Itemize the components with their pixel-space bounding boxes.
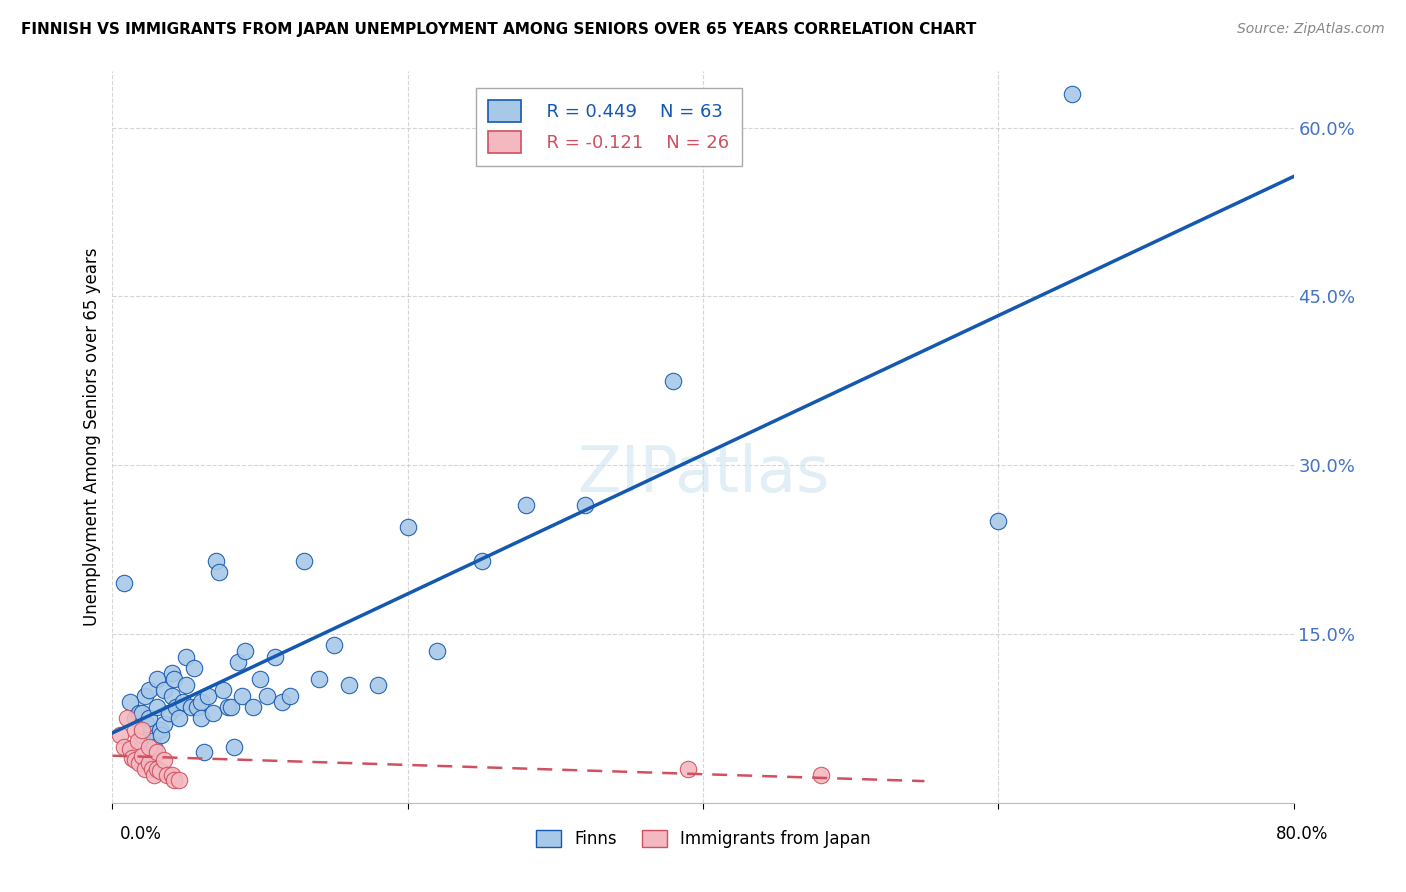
- Point: [131, 706, 153, 720]
- Point: [131, 728, 153, 742]
- Point: [160, 767, 183, 781]
- Point: [167, 773, 190, 788]
- Point: [124, 723, 146, 737]
- Text: 80.0%: 80.0%: [1277, 825, 1329, 843]
- Point: [183, 661, 205, 675]
- Point: [134, 762, 156, 776]
- Point: [1062, 87, 1084, 101]
- Point: [141, 734, 163, 748]
- Legend: Finns, Immigrants from Japan: Finns, Immigrants from Japan: [527, 822, 879, 856]
- Point: [174, 678, 197, 692]
- Point: [131, 748, 153, 763]
- Point: [150, 728, 173, 742]
- Point: [127, 734, 149, 748]
- Point: [156, 767, 179, 781]
- Point: [174, 649, 197, 664]
- Point: [167, 711, 190, 725]
- Point: [271, 694, 294, 708]
- Point: [205, 554, 228, 568]
- Point: [153, 753, 176, 767]
- Point: [515, 498, 537, 512]
- Point: [149, 723, 172, 737]
- Point: [201, 706, 224, 720]
- Point: [153, 717, 176, 731]
- Point: [146, 700, 169, 714]
- Point: [117, 711, 138, 725]
- Point: [146, 672, 169, 686]
- Point: [197, 689, 219, 703]
- Point: [138, 711, 160, 725]
- Point: [146, 762, 169, 776]
- Point: [157, 706, 180, 720]
- Point: [163, 672, 186, 686]
- Text: FINNISH VS IMMIGRANTS FROM JAPAN UNEMPLOYMENT AMONG SENIORS OVER 65 YEARS CORREL: FINNISH VS IMMIGRANTS FROM JAPAN UNEMPLO…: [21, 22, 976, 37]
- Point: [112, 576, 135, 591]
- Point: [124, 753, 146, 767]
- Point: [180, 700, 202, 714]
- Point: [141, 762, 163, 776]
- Point: [337, 678, 360, 692]
- Text: 0.0%: 0.0%: [120, 825, 162, 843]
- Point: [233, 644, 256, 658]
- Point: [219, 700, 242, 714]
- Point: [678, 762, 700, 776]
- Point: [121, 751, 143, 765]
- Point: [193, 745, 215, 759]
- Point: [264, 649, 287, 664]
- Point: [131, 723, 153, 737]
- Point: [810, 767, 832, 781]
- Point: [190, 711, 212, 725]
- Point: [662, 374, 685, 388]
- Point: [165, 700, 187, 714]
- Point: [292, 554, 315, 568]
- Point: [574, 498, 596, 512]
- Point: [222, 739, 245, 754]
- Point: [308, 672, 330, 686]
- Point: [163, 773, 186, 788]
- Point: [323, 638, 346, 652]
- Point: [278, 689, 301, 703]
- Point: [231, 689, 253, 703]
- Y-axis label: Unemployment Among Seniors over 65 years: Unemployment Among Seniors over 65 years: [83, 248, 101, 626]
- Point: [146, 745, 169, 759]
- Point: [249, 672, 271, 686]
- Point: [108, 728, 131, 742]
- Point: [987, 515, 1010, 529]
- Point: [128, 706, 150, 720]
- Point: [367, 678, 389, 692]
- Point: [138, 739, 160, 754]
- Point: [138, 756, 160, 771]
- Point: [256, 689, 278, 703]
- Point: [138, 683, 160, 698]
- Point: [160, 689, 183, 703]
- Point: [120, 741, 142, 756]
- Point: [149, 764, 172, 779]
- Point: [112, 739, 135, 754]
- Point: [186, 700, 208, 714]
- Point: [226, 655, 249, 669]
- Point: [208, 565, 231, 579]
- Point: [190, 694, 212, 708]
- Point: [212, 683, 235, 698]
- Point: [128, 756, 150, 771]
- Text: Source: ZipAtlas.com: Source: ZipAtlas.com: [1237, 22, 1385, 37]
- Point: [396, 520, 419, 534]
- Point: [172, 694, 194, 708]
- Point: [134, 689, 156, 703]
- Point: [153, 683, 176, 698]
- Point: [142, 739, 165, 754]
- Point: [160, 666, 183, 681]
- Point: [124, 711, 146, 725]
- Point: [142, 767, 165, 781]
- Point: [217, 700, 239, 714]
- Point: [120, 694, 142, 708]
- Point: [470, 554, 494, 568]
- Point: [242, 700, 264, 714]
- Text: ZIPatlas: ZIPatlas: [576, 442, 830, 505]
- Point: [135, 717, 157, 731]
- Point: [426, 644, 449, 658]
